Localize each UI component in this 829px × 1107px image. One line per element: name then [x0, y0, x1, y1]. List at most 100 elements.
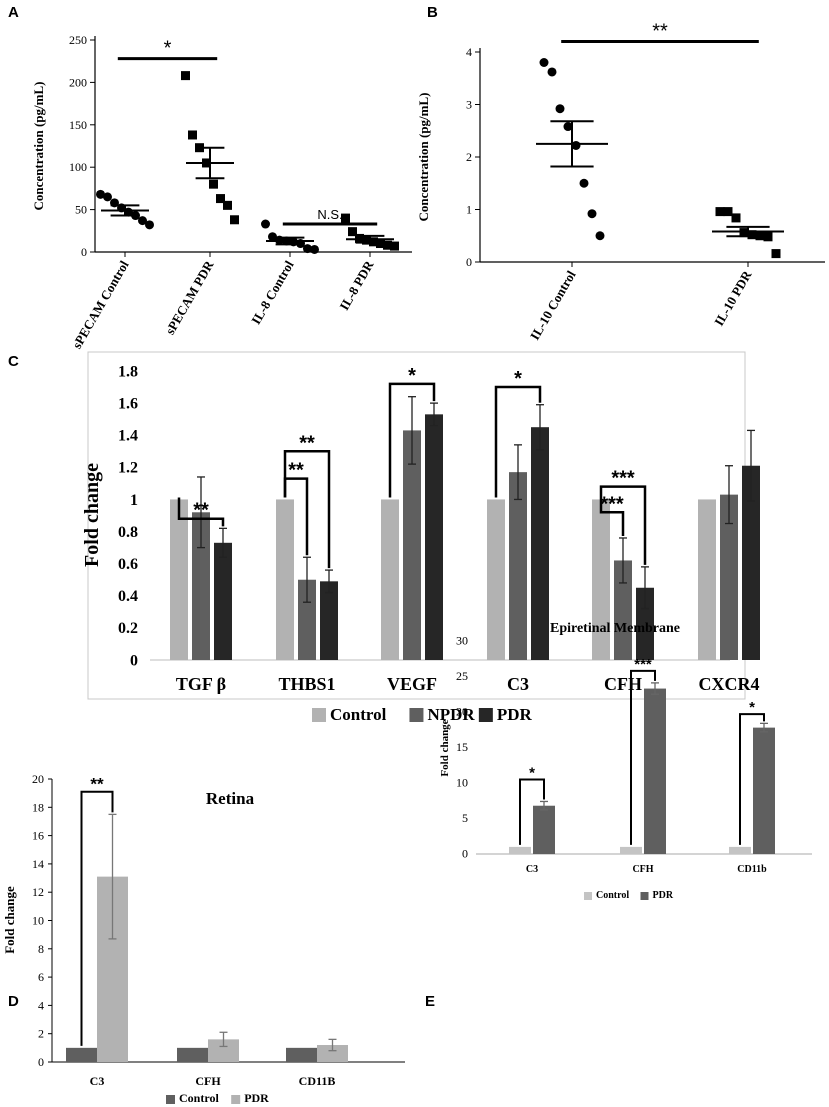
panel-e: E 0 5 10 15 20 25 30 Fold change Epiretinal Membr… [425, 621, 812, 1010]
y-axis-label: Fold change [439, 719, 451, 776]
significance-label: ** [652, 21, 668, 43]
bar [753, 727, 775, 854]
y-tick-label: 12 [32, 885, 44, 899]
data-point [723, 207, 733, 217]
x-tick-label: IL-8 Control [248, 258, 297, 327]
y-tick-label: 100 [69, 160, 87, 174]
x-tick-label: C3 [507, 674, 529, 694]
significance-bracket [283, 450, 331, 569]
panel-letter: E [425, 993, 435, 1010]
y-tick-label: 1 [466, 203, 472, 217]
y-tick-label: 1.6 [118, 395, 138, 412]
bar [620, 846, 642, 854]
y-tick-label: 0.6 [118, 556, 138, 573]
significance-bracket [519, 778, 545, 845]
y-tick-label: 15 [456, 740, 468, 754]
significance-bracket [630, 669, 656, 845]
bar [320, 581, 338, 660]
y-tick-label: 1.4 [118, 428, 138, 445]
y-tick-label: 14 [32, 857, 44, 871]
y-tick-label: 0.2 [118, 620, 138, 637]
bar [425, 414, 443, 660]
data-point [209, 179, 218, 189]
legend-label: Control [179, 1091, 219, 1105]
bar [614, 560, 632, 660]
data-point [103, 192, 112, 202]
y-axis-label: Concentration (pg/mL) [416, 93, 431, 222]
data-point [261, 219, 270, 229]
data-point [303, 244, 312, 254]
significance-label: *** [611, 468, 635, 490]
x-tick-label: CD11B [299, 1074, 336, 1088]
significance-label: *** [634, 656, 652, 673]
x-tick-label: CFH [632, 864, 653, 875]
y-tick-label: 10 [456, 775, 468, 789]
y-tick-label: 1.8 [118, 363, 138, 380]
bar [317, 1045, 348, 1062]
bar [533, 805, 555, 854]
significance-bracket [494, 385, 542, 498]
data-point [731, 213, 741, 223]
bar [66, 1047, 97, 1062]
y-tick-label: 25 [456, 669, 468, 683]
bar [698, 499, 716, 660]
x-tick-label: C3 [90, 1074, 105, 1088]
legend-label: Control [596, 890, 629, 901]
x-tick-label: VEGF [387, 674, 437, 694]
bar [509, 472, 527, 660]
y-tick-label: 3 [466, 98, 472, 112]
chart-title: Epiretinal Membrane [550, 621, 680, 636]
x-tick-label: C3 [526, 864, 538, 875]
significance-bracket [388, 382, 436, 498]
x-tick-label: IL-10 PDR [711, 267, 755, 328]
y-tick-label: 30 [456, 633, 468, 647]
data-point [216, 194, 225, 204]
data-point [747, 230, 757, 240]
bar [592, 499, 610, 660]
significance-label: * [529, 764, 535, 781]
significance-label: * [514, 368, 522, 390]
legend-label: NPDR [427, 705, 475, 724]
data-point [547, 67, 557, 77]
y-tick-label: 20 [32, 772, 44, 786]
legend-label: PDR [653, 890, 674, 901]
y-tick-label: 4 [466, 45, 472, 59]
data-point [341, 213, 350, 223]
data-point [230, 215, 239, 225]
data-point [188, 130, 197, 140]
y-tick-label: 2 [38, 1027, 44, 1041]
significance-label: * [164, 38, 172, 60]
y-tick-label: 0 [466, 255, 472, 269]
panel-b: B 0 1 2 3 4 Concentration (pg/mL) IL-10 Control… [416, 4, 825, 343]
significance-bracket [599, 485, 647, 565]
legend-label: PDR [497, 705, 533, 724]
bar [298, 579, 316, 660]
data-point [587, 209, 597, 219]
x-tick-label: CFH [604, 674, 642, 694]
data-point [348, 227, 357, 237]
bar [531, 427, 549, 660]
legend-swatch [640, 892, 649, 900]
data-point [268, 232, 277, 242]
panel-d: D 0 2 4 6 8 10 12 14 16 18 20 Fold change Retina C3 CFH… [2, 772, 405, 1105]
significance-label: ** [288, 460, 304, 482]
panel-letter: A [8, 4, 19, 21]
significance-label: * [408, 365, 416, 387]
x-tick-label: THBS1 [278, 674, 335, 694]
panel-letter: D [8, 993, 19, 1010]
bar [286, 1047, 317, 1062]
y-tick-label: 50 [75, 203, 87, 217]
data-point [223, 200, 232, 210]
data-point [383, 240, 392, 250]
legend-swatch [312, 708, 326, 722]
y-tick-label: 150 [69, 118, 87, 132]
y-tick-label: 2 [466, 150, 472, 164]
y-tick-label: 0.4 [118, 588, 138, 605]
data-point [555, 104, 565, 114]
y-tick-label: 1.2 [118, 460, 138, 477]
data-point [739, 228, 749, 238]
bar [644, 688, 666, 854]
y-tick-label: 4 [38, 998, 44, 1012]
y-tick-label: 200 [69, 75, 87, 89]
bar [720, 494, 738, 660]
